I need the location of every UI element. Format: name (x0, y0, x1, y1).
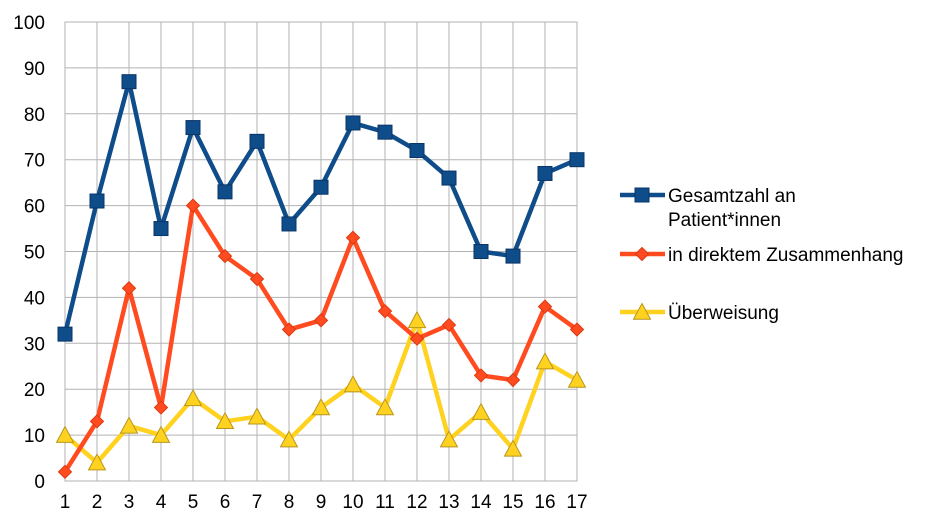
x-tick-label: 1 (60, 492, 71, 513)
x-tick-label: 14 (470, 492, 492, 513)
data-point (505, 248, 521, 264)
data-point (119, 416, 139, 434)
x-tick-label: 15 (502, 492, 523, 513)
data-point (281, 216, 297, 232)
legend-marker (634, 187, 650, 203)
y-tick-label: 50 (24, 243, 45, 264)
data-point (153, 400, 169, 415)
x-tick-label: 2 (92, 492, 103, 513)
legend-label: Patient*innen (668, 210, 781, 231)
legend-marker (634, 246, 650, 262)
data-point (535, 352, 555, 370)
legend-marker (632, 302, 652, 320)
data-point (569, 322, 585, 337)
data-point (407, 310, 427, 329)
data-point (249, 133, 265, 149)
x-tick-label: 8 (284, 492, 295, 513)
x-tick-label: 13 (438, 492, 459, 513)
data-point (503, 439, 523, 457)
data-point (409, 331, 425, 346)
legend-item-2: Überweisung (620, 302, 779, 324)
data-point (217, 184, 233, 200)
data-point (505, 372, 521, 388)
legend-item-1: in direktem Zusammenhang (620, 245, 904, 266)
data-point (343, 375, 363, 393)
data-point (153, 221, 169, 237)
data-point (185, 198, 201, 213)
legend-label: Überweisung (668, 303, 779, 324)
legend: Gesamtzahl an Patient*innen in direktem Zu… (620, 186, 904, 324)
data-point (185, 120, 201, 136)
data-point (313, 179, 329, 195)
data-point (121, 74, 137, 90)
y-tick-label: 10 (24, 426, 45, 447)
legend-item-0: Gesamtzahl an Patient*innen (620, 186, 796, 231)
data-point (249, 271, 265, 287)
data-point (57, 326, 73, 342)
series-0 (57, 74, 585, 342)
data-point (439, 430, 459, 448)
series-1 (57, 198, 585, 480)
data-point (441, 317, 457, 333)
x-tick-label: 12 (406, 492, 427, 513)
data-point (313, 313, 329, 328)
data-point (345, 230, 361, 245)
data-point (121, 281, 137, 296)
y-tick-label: 100 (13, 13, 45, 34)
data-point (473, 368, 489, 383)
x-tick-label: 9 (316, 492, 327, 513)
data-point (567, 370, 587, 388)
data-point (87, 453, 107, 471)
data-point (215, 411, 235, 430)
x-tick-label: 17 (566, 492, 587, 513)
data-point (57, 464, 73, 480)
y-tick-label: 20 (24, 380, 45, 401)
data-point (375, 398, 395, 416)
y-tick-label: 70 (24, 151, 45, 172)
data-point (409, 143, 425, 159)
legend-label: in direktem Zusammenhang (668, 245, 904, 266)
data-point (311, 398, 331, 416)
y-tick-label: 0 (34, 472, 45, 493)
x-tick-label: 4 (156, 492, 167, 513)
data-point (183, 388, 203, 407)
data-point (55, 425, 75, 443)
x-tick-label: 3 (124, 492, 135, 513)
x-tick-label: 6 (220, 492, 231, 513)
data-point (281, 322, 297, 337)
data-point (441, 170, 457, 186)
data-point (89, 414, 105, 429)
plot-border (64, 21, 578, 482)
data-point (377, 303, 393, 319)
y-tick-label: 40 (24, 288, 45, 309)
data-point (279, 430, 299, 448)
data-point (247, 407, 267, 425)
data-point (537, 299, 553, 314)
x-tick-label: 16 (534, 492, 555, 513)
y-tick-label: 60 (24, 197, 45, 218)
x-tick-label: 11 (375, 492, 395, 513)
data-point (89, 193, 105, 209)
y-tick-label: 30 (24, 334, 45, 355)
y-tick-label: 90 (24, 59, 45, 80)
x-tick-label: 5 (188, 492, 199, 513)
data-point (377, 124, 393, 140)
data-point (473, 244, 489, 259)
x-tick-label: 7 (252, 492, 263, 513)
data-point (471, 402, 491, 420)
data-point (217, 248, 233, 264)
y-tick-label: 80 (24, 105, 45, 126)
data-point (569, 152, 585, 168)
x-tick-label: 10 (342, 492, 363, 513)
data-point (151, 425, 171, 443)
data-point (537, 165, 553, 181)
data-point (345, 115, 361, 131)
legend-label: Gesamtzahl an (668, 186, 796, 207)
series-2 (55, 310, 587, 471)
